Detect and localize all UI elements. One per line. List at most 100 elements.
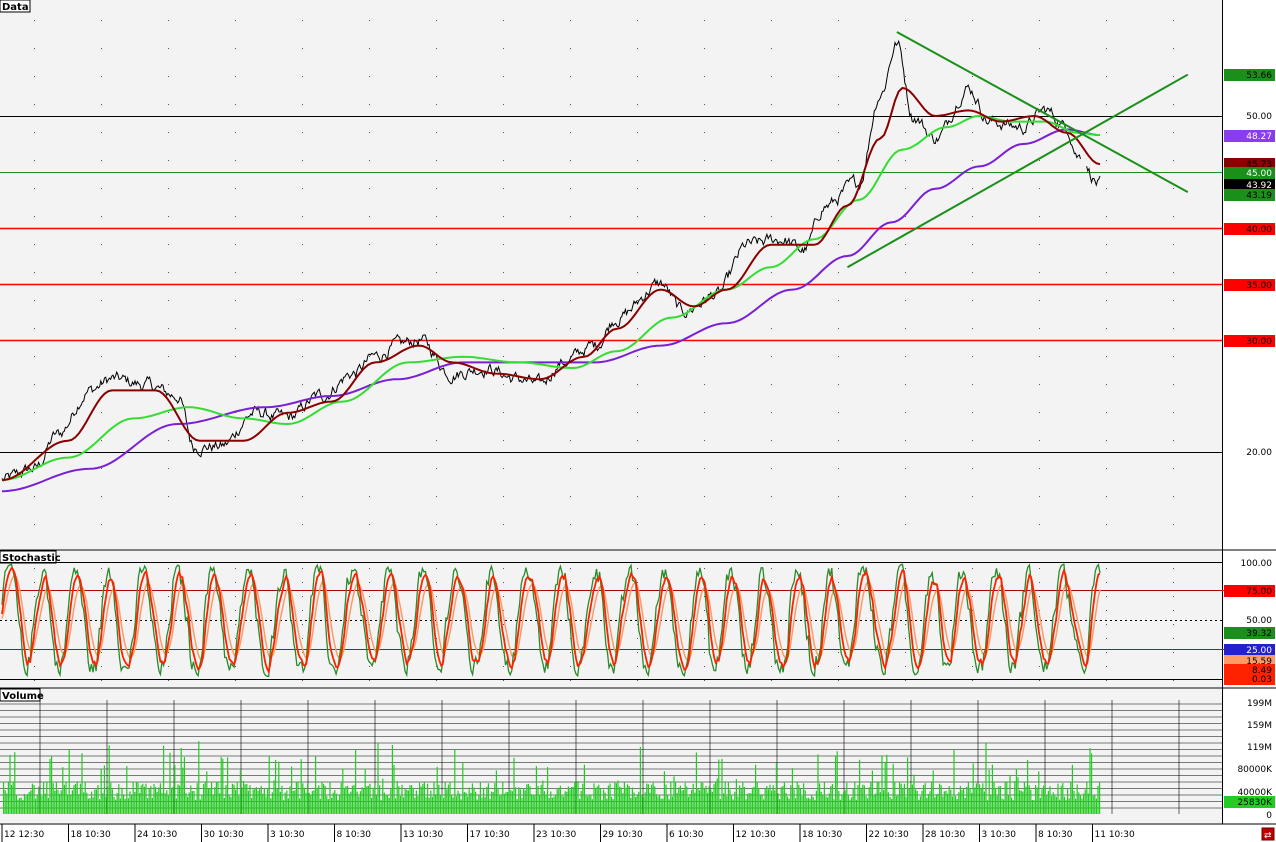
grid-dot [1106, 244, 1107, 245]
volume-bar [244, 784, 246, 814]
volume-bar [543, 791, 545, 814]
grid-dot [34, 104, 35, 105]
grid-dot [503, 568, 504, 569]
volume-bar [721, 758, 723, 814]
volume-bar [956, 799, 958, 814]
grid-dot [704, 624, 705, 625]
volume-bar [849, 799, 851, 814]
volume-bar [766, 786, 768, 814]
grid-dot [34, 596, 35, 597]
grid-dot [972, 356, 973, 357]
price-tag [1224, 223, 1275, 235]
volume-bar [1057, 783, 1059, 814]
grid-dot [1106, 132, 1107, 133]
grid-dot [1173, 20, 1174, 21]
volume-bar [503, 793, 505, 814]
volume-bar [963, 788, 965, 814]
volume-bar [355, 749, 357, 814]
volume-bar [81, 753, 83, 814]
grid-dot [905, 356, 906, 357]
volume-bar [788, 798, 790, 814]
volume-bar [851, 797, 853, 814]
grid-dot [1173, 680, 1174, 681]
grid-dot [436, 496, 437, 497]
volume-bar [804, 790, 806, 814]
grid-dot [637, 582, 638, 583]
volume-bar [1071, 764, 1073, 814]
volume-bar [1099, 782, 1101, 814]
grid-dot [905, 524, 906, 525]
volume-bar [521, 797, 523, 814]
volume-bar [129, 791, 131, 814]
grid-dot [1173, 300, 1174, 301]
price-tag [1224, 279, 1275, 291]
grid-dot [101, 300, 102, 301]
grid-dot [704, 132, 705, 133]
grid-dot [369, 596, 370, 597]
volume-bar [169, 752, 171, 814]
volume-bar [289, 786, 291, 814]
volume-bar [550, 791, 552, 814]
grid-dot [570, 568, 571, 569]
x-axis-label: 28 10:30 [925, 830, 966, 840]
volume-bar [887, 792, 889, 814]
grid-dot [34, 160, 35, 161]
volume-bar [652, 782, 654, 814]
grid-dot [570, 216, 571, 217]
volume-bar [734, 791, 736, 814]
volume-bar [331, 797, 333, 814]
grid-dot [436, 76, 437, 77]
grid-dot [704, 188, 705, 189]
volume-bar [142, 783, 144, 814]
volume-bar [351, 785, 353, 814]
volume-bar [364, 768, 366, 814]
grid-dot [704, 216, 705, 217]
volume-bar [838, 791, 840, 814]
price-axis-label: 35.00 [1246, 281, 1272, 291]
volume-bar [587, 796, 589, 814]
volume-bar [284, 792, 286, 814]
stoch-k-line [1, 563, 1101, 678]
grid-dot [637, 412, 638, 413]
volume-bar [291, 766, 293, 814]
x-axis-label: 6 10:30 [669, 830, 704, 840]
volume-bar [972, 763, 974, 814]
grid-dot [905, 624, 906, 625]
volume-bar [332, 792, 334, 814]
volume-bar [689, 794, 691, 814]
volume-bar [43, 781, 45, 814]
grid-dot [771, 496, 772, 497]
volume-bar [36, 795, 38, 814]
grid-dot [838, 48, 839, 49]
price-line [1086, 166, 1101, 187]
volume-bar [796, 781, 798, 814]
grid-dot [1106, 272, 1107, 273]
volume-bar [798, 784, 800, 814]
volume-bar [844, 790, 846, 814]
grid-dot [1173, 666, 1174, 667]
scroll-button[interactable] [1261, 827, 1275, 841]
grid-dot [838, 104, 839, 105]
volume-bar [679, 785, 681, 814]
volume-bar [574, 781, 576, 814]
grid-dot [503, 132, 504, 133]
grid-dot [302, 624, 303, 625]
grid-dot [503, 300, 504, 301]
volume-bar [451, 794, 453, 814]
volume-bar [1011, 797, 1013, 814]
volume-bar [831, 784, 833, 814]
volume-bar [540, 784, 542, 814]
volume-bar [1003, 799, 1005, 814]
grid-dot [302, 680, 303, 681]
grid-dot [503, 582, 504, 583]
volume-bar [745, 799, 747, 814]
volume-axis-label: 80000K [1237, 765, 1273, 775]
volume-bar [883, 789, 885, 814]
grid-dot [905, 412, 906, 413]
grid-dot [1173, 216, 1174, 217]
volume-bar [1019, 790, 1021, 814]
volume-bar [990, 794, 992, 814]
grid-dot [34, 20, 35, 21]
grid-dot [302, 188, 303, 189]
volume-bar [1075, 798, 1077, 814]
